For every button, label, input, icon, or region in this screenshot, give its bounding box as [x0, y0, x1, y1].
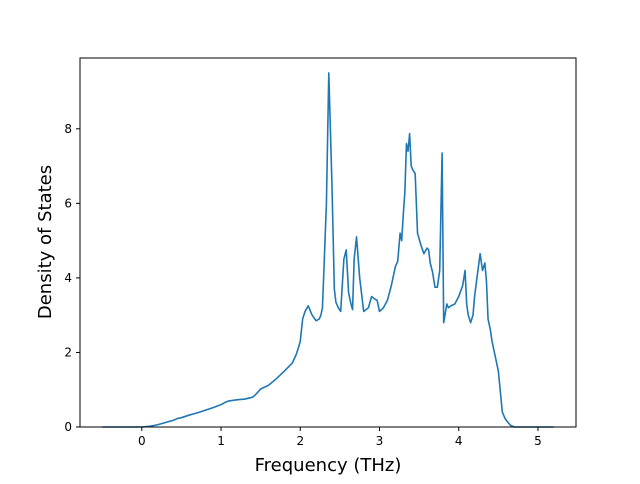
axes-frame	[79, 57, 577, 428]
x-tick-label: 4	[455, 434, 463, 448]
x-tick-label: 5	[534, 434, 542, 448]
x-tick-label: 1	[217, 434, 225, 448]
x-tick-label: 3	[376, 434, 384, 448]
y-tick-label: 0	[64, 420, 72, 434]
y-tick-label: 6	[64, 196, 72, 210]
y-tick-label: 4	[64, 271, 72, 285]
y-tick-label: 8	[64, 122, 72, 136]
y-tick-label: 2	[64, 345, 72, 359]
plot-area	[79, 57, 577, 428]
y-axis-label: Density of States	[35, 165, 56, 319]
x-axis-ticks: 0 1 2 3 4 5	[138, 427, 542, 448]
x-tick-label: 0	[138, 434, 146, 448]
dos-series-line	[102, 72, 554, 428]
x-tick-label: 2	[296, 434, 304, 448]
x-axis-label: Frequency (THz)	[255, 455, 402, 476]
y-axis-ticks: 0 2 4 6 8	[64, 122, 80, 434]
